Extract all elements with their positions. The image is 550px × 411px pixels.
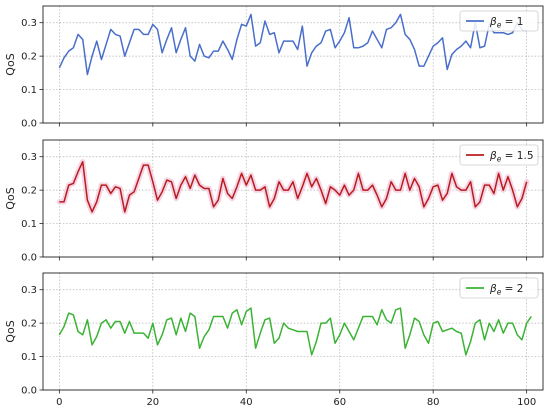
panel-middle: 0.0 0.1 0.2 0.3 QoS βe = 1.5: [4, 139, 544, 264]
axes-frame: [42, 5, 544, 124]
y-tick-label: 0.2: [21, 186, 37, 197]
axes-frame: [42, 272, 544, 391]
y-tick-label: 0.0: [21, 119, 37, 130]
y-tick-label: 0.1: [21, 85, 37, 96]
y-tick-label: 0.0: [21, 386, 37, 397]
y-tick-label: 0.1: [21, 352, 37, 363]
legend-box: [459, 144, 539, 166]
x-tick-label: 0: [56, 397, 62, 408]
y-tick-label: 0.2: [21, 52, 37, 63]
legend: βe = 2: [459, 277, 539, 299]
axes-frame: [42, 139, 544, 258]
x-tick-label: 20: [146, 397, 159, 408]
panel-top: 0.0 0.1 0.2 0.3 QoS βe = 1: [4, 5, 544, 130]
legend-box: [459, 10, 539, 32]
series-line: [58, 307, 532, 356]
y-tick-label: 0.0: [21, 253, 37, 264]
x-tick-label: 40: [240, 397, 253, 408]
y-axis-label: QoS: [4, 187, 17, 209]
y-tick-label: 0.1: [21, 219, 37, 230]
y-tick-label: 0.3: [21, 18, 37, 29]
y-tick-label: 0.3: [21, 152, 37, 163]
x-tick-label: 100: [517, 397, 536, 408]
legend: βe = 1.5: [459, 144, 539, 166]
y-axis-label: QoS: [4, 320, 17, 342]
series-line: [59, 160, 528, 213]
legend-label: βe = 1: [489, 16, 523, 30]
x-tick-label: 80: [427, 397, 440, 408]
panel-bottom: 0.0 0.1 0.2 0.3 0 20 40 60 80 100 QoS βe = 2: [4, 272, 544, 408]
y-tick-label: 0.3: [21, 285, 37, 296]
legend-box: [459, 277, 539, 299]
legend: βe = 1: [459, 10, 539, 32]
x-tick-label: 60: [333, 397, 346, 408]
y-axis-label: QoS: [4, 53, 17, 75]
legend-label: βe = 1.5: [489, 150, 534, 164]
series-line: [58, 13, 527, 76]
y-tick-label: 0.2: [21, 319, 37, 330]
legend-label: βe = 2: [489, 283, 523, 297]
